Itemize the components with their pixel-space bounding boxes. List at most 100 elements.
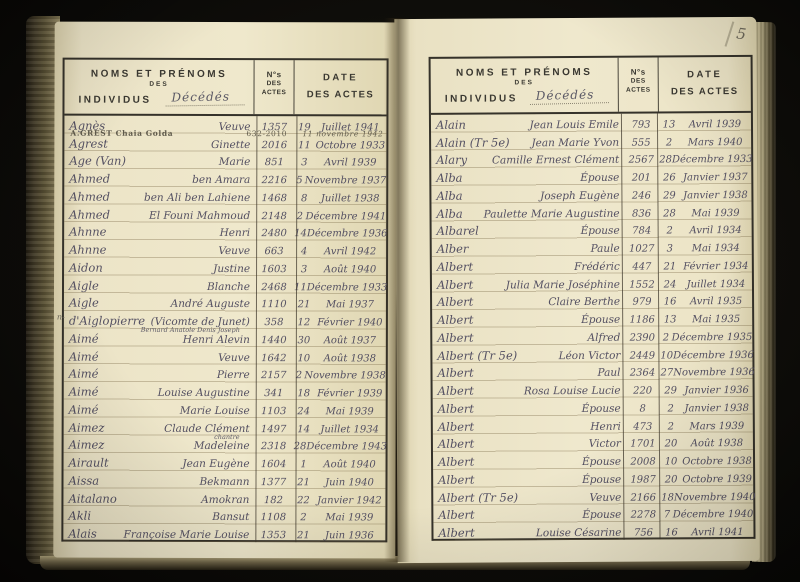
register-table-right: NOMS ET PRÉNOMS DES INDIVIDUS Décédés N°… — [428, 54, 756, 541]
register-row: Albert (Tr 5e) Léon Victor 2449 10 Décembre … — [432, 344, 753, 364]
register-row: Aimé Veuve 1642 10 Août 1938 — [64, 346, 386, 365]
given-names: Épouse — [581, 455, 622, 468]
acte-day: 21 — [296, 530, 310, 542]
register-row: Albert Henri 473 2 Mars 1939 — [433, 415, 753, 435]
acte-day: 1 — [300, 459, 307, 471]
acte-month-year: Décembre 1933 — [671, 154, 753, 166]
header-date-column: DATE DES ACTES — [659, 57, 751, 112]
header-names-column: NOMS ET PRÉNOMS DES INDIVIDUS Décédés — [64, 59, 255, 115]
register-row: Albert Julia Marie Joséphine 1552 24 Juillet… — [432, 273, 752, 293]
surname: Alary — [436, 152, 468, 168]
acte-number: 851 — [264, 157, 284, 169]
acte-month-year: Octobre 1933 — [315, 139, 386, 151]
acte-day: 13 — [663, 314, 677, 326]
register-row: Albert (Tr 5e) Veuve 2166 18 Novembre 1940 — [433, 486, 756, 506]
register-row: Alba Paulette Marie Augustine 836 28 Mai 193… — [431, 202, 751, 222]
given-names: Louise Césarine — [535, 526, 622, 540]
surname: Albert — [438, 507, 475, 523]
acte-month-year: Avril 1934 — [689, 225, 742, 237]
acte-day: 20 — [664, 474, 678, 486]
given-names: Épouse — [582, 508, 622, 522]
acte-month-year: Octobre 1939 — [682, 473, 752, 486]
acte-month-year: Février 1939 — [317, 388, 383, 400]
acte-month-year: Août 1937 — [323, 335, 377, 347]
given-names: Alfred — [587, 331, 621, 344]
register-row: Alain Jean Louis Emile 793 13 Avril 1939 — [431, 113, 751, 133]
acte-day: 28 — [659, 154, 672, 166]
register-row: Alba Épouse 201 26 Janvier 1937 — [431, 166, 751, 186]
acte-number: 2008 — [630, 456, 656, 468]
acte-month-year: Février 1940 — [317, 317, 383, 329]
acte-number: 2318 — [260, 441, 287, 453]
acte-month-year: Janvier 1942 — [317, 494, 382, 506]
acte-day: 12 — [297, 317, 311, 329]
acte-month-year: Novembre 1936 — [673, 367, 755, 379]
acte-day: 21 — [663, 261, 677, 273]
acte-number: 182 — [263, 494, 284, 506]
surname: Aimez — [68, 420, 105, 435]
surname: Ahnne — [69, 242, 107, 257]
acte-number: 663 — [264, 246, 284, 258]
header-names-column: NOMS ET PRÉNOMS DES INDIVIDUS Décédés — [430, 57, 619, 113]
acte-month-year: Novembre 1940 — [673, 491, 756, 503]
register-row: Alain (Tr 5e) Jean Marie Yvon 555 2 Mars 194… — [431, 131, 751, 151]
acte-month-year: Juillet 1934 — [320, 423, 379, 435]
register-row: Alais Françoise Marie Louise 1353 21 Juin 19… — [63, 524, 385, 543]
surname: Albert — [437, 383, 474, 398]
surname: Albert — [438, 454, 475, 469]
acte-month-year: Août 1938 — [690, 438, 744, 450]
surname: Aimé — [68, 402, 99, 417]
surname: Ahmed — [69, 171, 111, 186]
table-header: NOMS ET PRÉNOMS DES INDIVIDUS Décédés N°… — [430, 56, 751, 115]
acte-day: 5 — [296, 175, 303, 187]
acte-number: 979 — [632, 296, 652, 308]
header-des-actes: DES ACTES — [670, 86, 739, 98]
given-names: Henri — [590, 420, 621, 433]
acte-month-year: Octobre 1938 — [682, 455, 752, 468]
acte-number: 2278 — [630, 509, 657, 521]
given-names: Paule — [590, 242, 620, 255]
surname: Albert — [437, 401, 475, 416]
given-names: Claude Clément chantre — [164, 422, 250, 441]
surname: Agrest — [69, 136, 108, 151]
given-names: Jean Marie Yvon — [531, 136, 620, 149]
given-names: Jean Louis Emile — [529, 118, 620, 132]
register-row: Albert Épouse 8 2 Janvier 1938 — [433, 397, 753, 417]
pencil-page-number: 5 — [735, 24, 748, 44]
acte-day: 2 — [667, 403, 674, 415]
header-individus: INDIVIDUS — [78, 94, 152, 106]
given-names: Joseph Eugène — [540, 189, 620, 202]
acte-number: 1440 — [261, 334, 287, 346]
acte-number: 1603 — [261, 263, 287, 275]
given-names: Françoise Marie Louise — [123, 528, 250, 542]
acte-day: 2 — [662, 332, 670, 344]
given-names: ben Ali ben Lahiene — [143, 191, 251, 204]
surname: Albert — [436, 259, 474, 274]
header-date: DATE — [322, 72, 359, 84]
surname: Albert (Tr 5e) — [437, 347, 518, 363]
register-row: d'Aiglopierre (Vicomte de Junet) Bernard A… — [64, 311, 386, 334]
given-names: Paul — [597, 366, 621, 380]
surname: Albert — [438, 525, 475, 540]
surname: Albert — [437, 330, 474, 345]
acte-day: 3 — [300, 263, 308, 275]
acte-number: 555 — [631, 137, 651, 149]
acte-number: 2390 — [629, 332, 656, 344]
acte-number: 246 — [631, 190, 652, 202]
register-row: Albert Victor 1701 20 Août 1938 — [433, 432, 753, 452]
table-header: NOMS ET PRÉNOMS DES INDIVIDUS Décédés N°… — [64, 59, 387, 117]
pencil-margin-note: n- — [56, 312, 65, 322]
acte-number: 1027 — [628, 243, 655, 255]
acte-month-year: Mai 1939 — [325, 406, 374, 418]
acte-month-year: Mai 1937 — [325, 299, 374, 311]
header-acte-number-column: N°s DES ACTES — [618, 57, 659, 112]
surname: Akli — [68, 508, 92, 523]
surname: Aimé — [68, 366, 99, 381]
acte-day: 2 — [296, 210, 304, 222]
acte-day: 29 — [663, 190, 676, 202]
given-names: Victor — [588, 437, 621, 451]
acte-month-year: Décembre 1943 — [306, 441, 388, 453]
acte-number: 784 — [632, 225, 652, 237]
acte-day: 3 — [666, 243, 673, 255]
given-names: Épouse — [581, 402, 621, 415]
